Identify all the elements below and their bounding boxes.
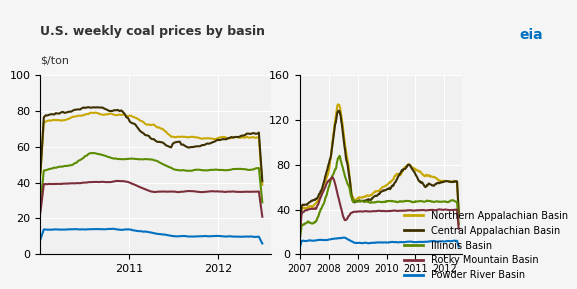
Text: $/ton: $/ton	[40, 55, 69, 66]
Legend: Northern Appalachian Basin, Central Appalachian Basin, Illinois Basin, Rocky Mou: Northern Appalachian Basin, Central Appa…	[400, 207, 572, 284]
Text: U.S. weekly coal prices by basin: U.S. weekly coal prices by basin	[40, 25, 265, 38]
Text: eia: eia	[519, 28, 542, 42]
